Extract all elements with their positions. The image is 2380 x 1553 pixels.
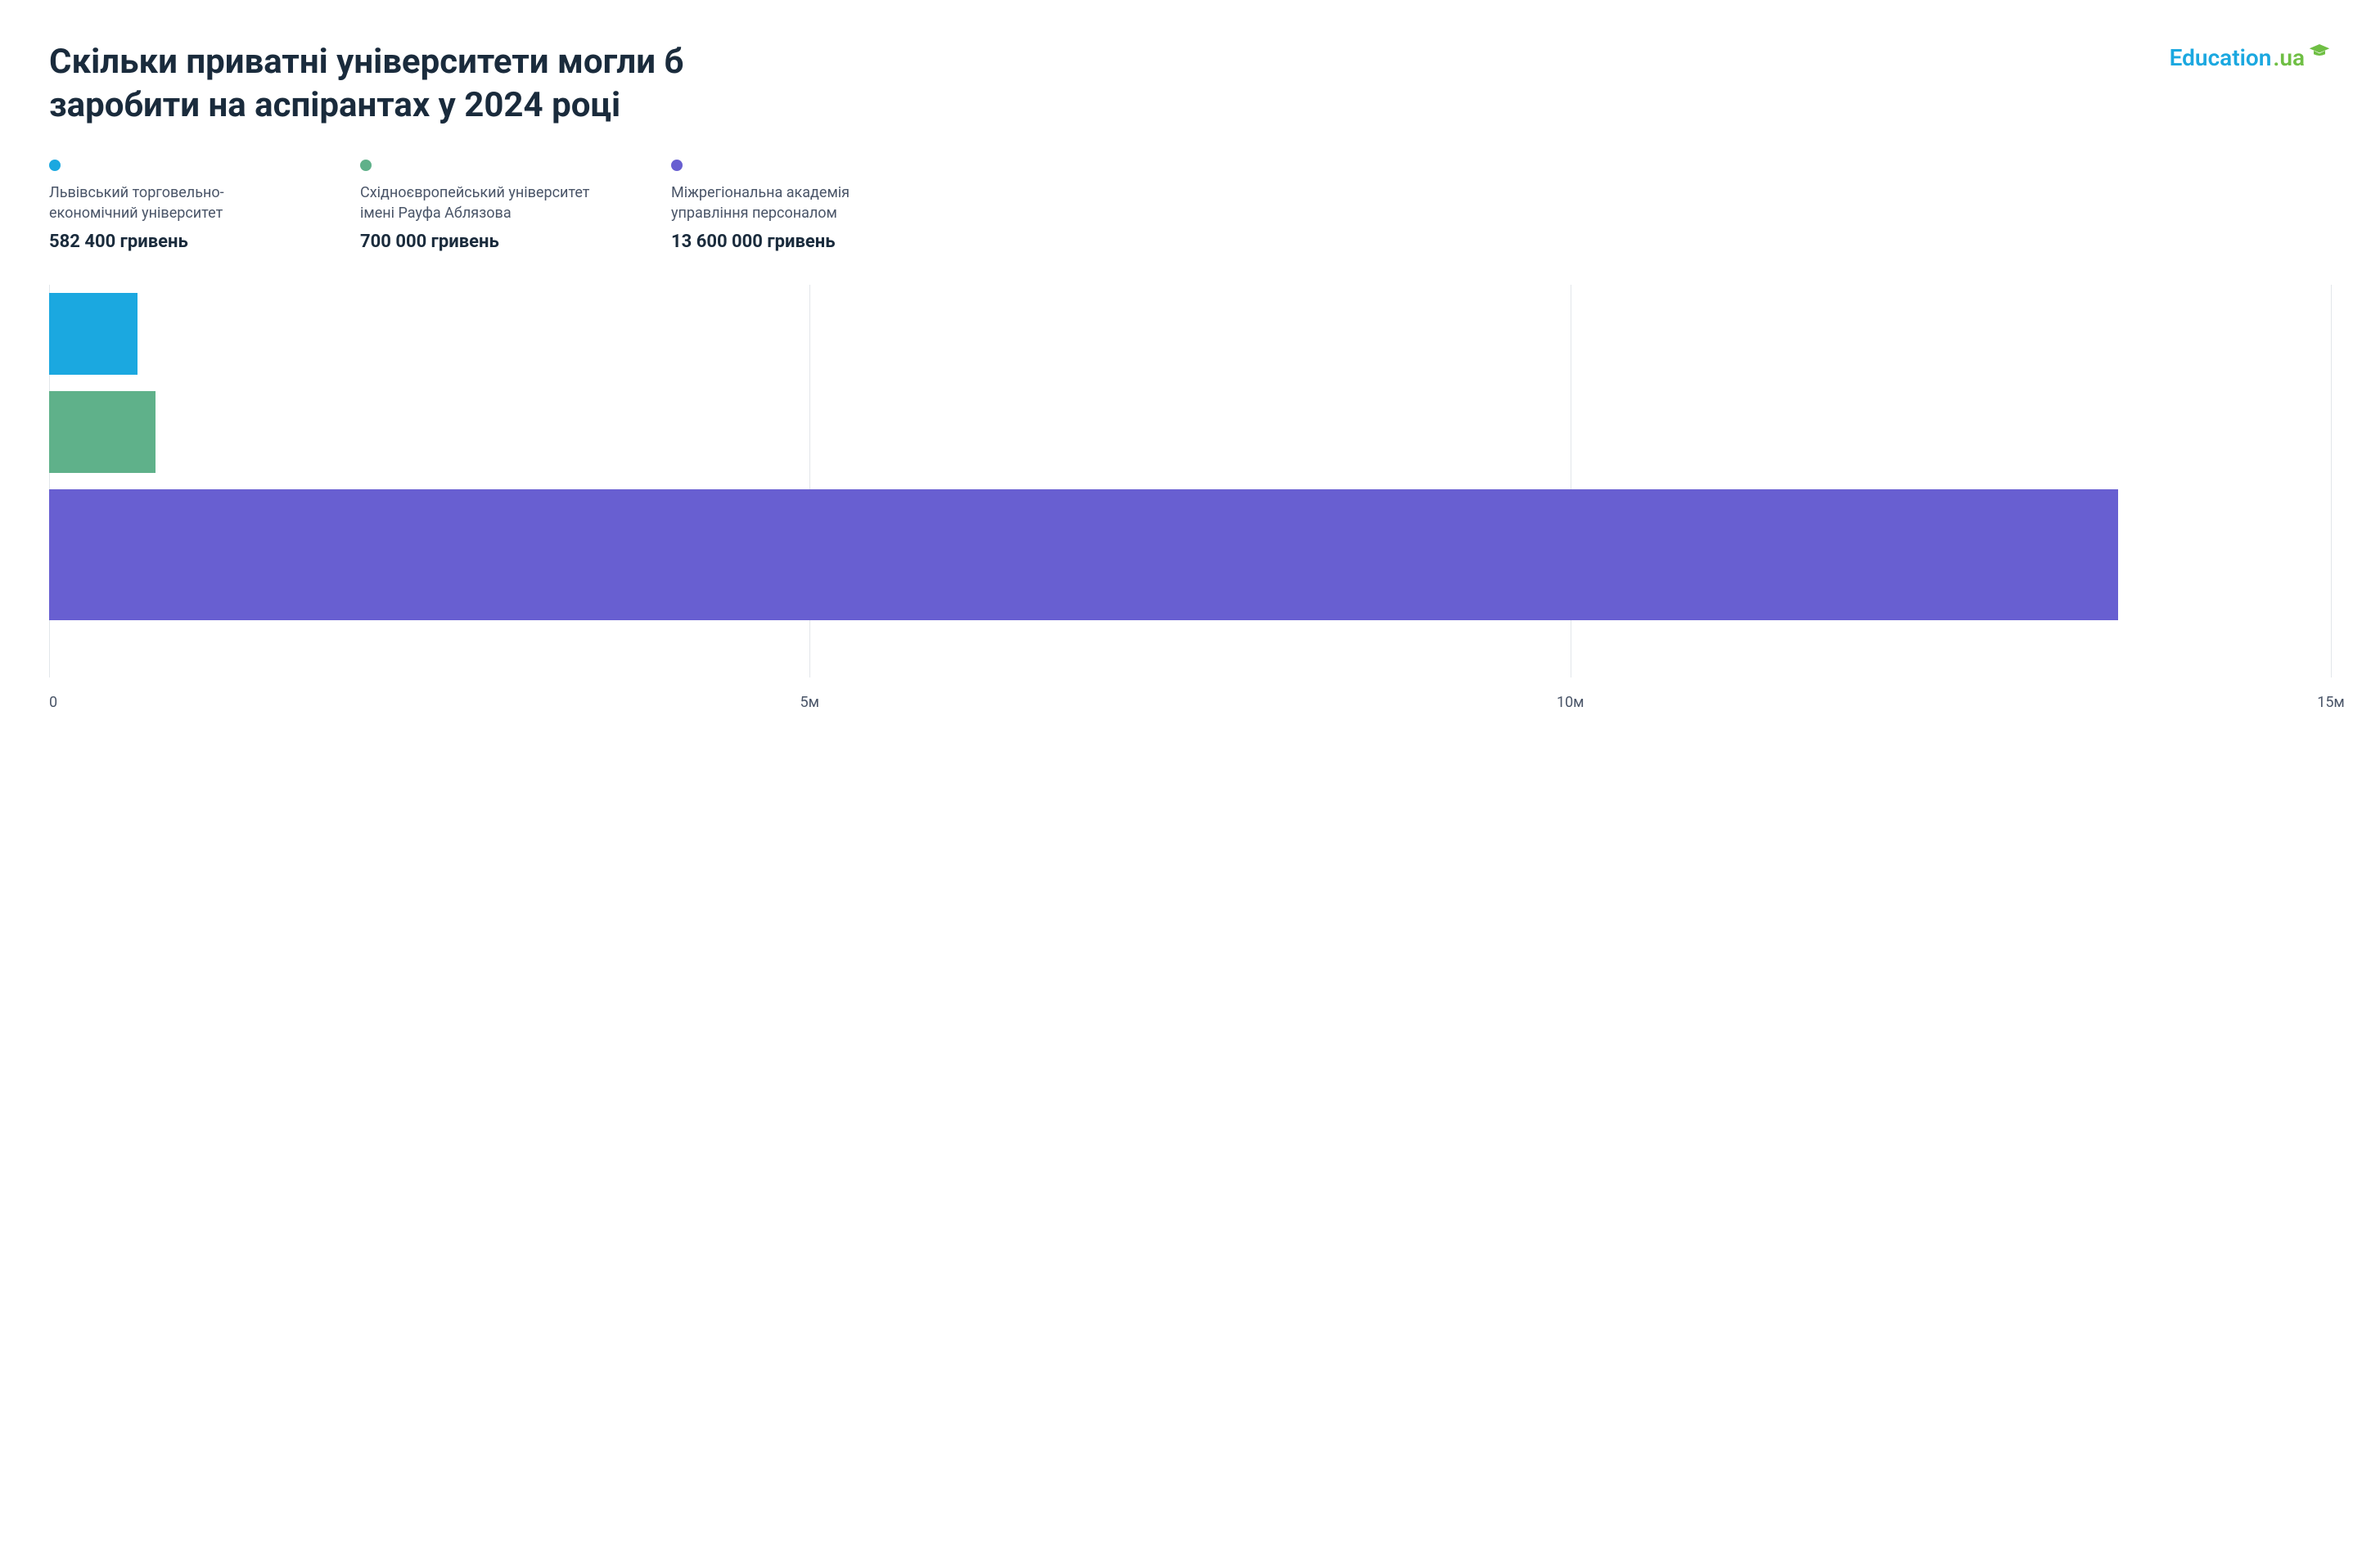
page-title: Скільки приватні університети могли б за… [49, 41, 786, 127]
legend-dot-icon [49, 160, 61, 171]
grid-line [2331, 285, 2332, 677]
legend-dot-icon [671, 160, 683, 171]
x-tick-label: 15м [2317, 694, 2345, 711]
legend-label: Міжрегіональна академія управління персо… [671, 182, 917, 223]
legend-label: Східноєвропейський університет імені Рау… [360, 182, 606, 223]
x-axis: 0 5м 10м 15м [49, 694, 2331, 718]
bar-chart [49, 285, 2331, 677]
legend-item: Львівський торговельно-економічний уніве… [49, 160, 295, 252]
logo-text-part1: Education [2170, 44, 2272, 71]
x-tick-label: 10м [1557, 694, 1584, 711]
logo-text-part2: .ua [2273, 44, 2305, 71]
logo: Education .ua [2170, 44, 2331, 71]
bar [49, 489, 2118, 620]
legend-value: 582 400 гривень [49, 232, 295, 252]
header-row: Скільки приватні університети могли б за… [49, 41, 2331, 127]
legend-label: Львівський торговельно-економічний уніве… [49, 182, 295, 223]
legend-value: 13 600 000 гривень [671, 232, 917, 252]
legend-item: Східноєвропейський університет імені Рау… [360, 160, 606, 252]
legend: Львівський торговельно-економічний уніве… [49, 160, 2331, 252]
bar [49, 391, 156, 473]
graduation-cap-icon [2308, 43, 2331, 57]
bars-container [49, 293, 2331, 620]
x-tick-label: 0 [49, 694, 57, 711]
legend-dot-icon [360, 160, 372, 171]
x-tick-label: 5м [800, 694, 819, 711]
legend-item: Міжрегіональна академія управління персо… [671, 160, 917, 252]
legend-value: 700 000 гривень [360, 232, 606, 252]
bar [49, 293, 137, 375]
